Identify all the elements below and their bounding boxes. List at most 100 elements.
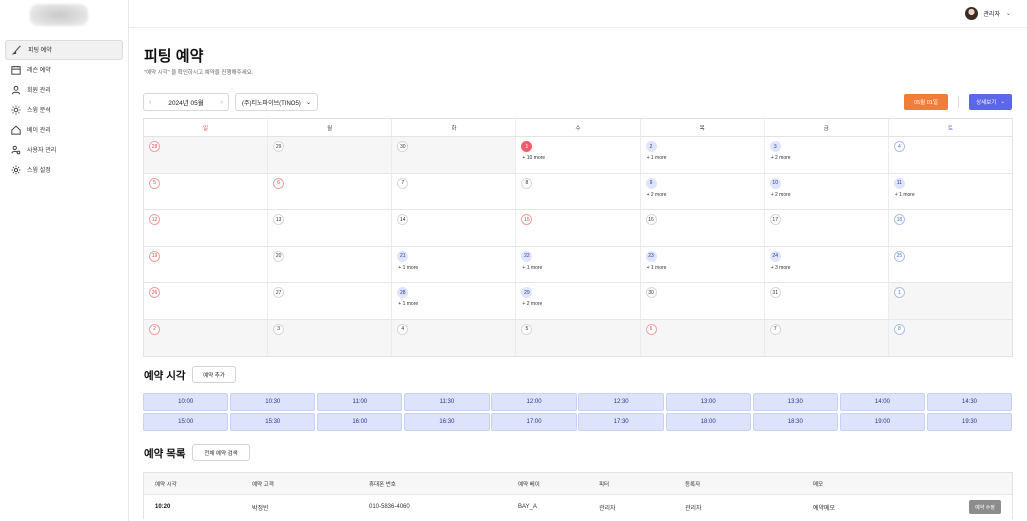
day-number[interactable]: 4 bbox=[893, 141, 905, 152]
store-select[interactable]: (주)티노파이브(TINO5) ⌄ bbox=[235, 93, 318, 111]
calendar-day-cell[interactable]: 11 + 1 more bbox=[889, 174, 1012, 210]
sidebar-item-6[interactable]: 사용자 관리 bbox=[5, 140, 123, 160]
more-reservations-link[interactable]: + 1 more bbox=[646, 264, 667, 271]
day-number[interactable]: 4 bbox=[397, 323, 409, 335]
time-slot-button[interactable]: 19:30 bbox=[926, 413, 1013, 431]
more-reservations-link[interactable]: + 1 more bbox=[398, 301, 419, 307]
calendar-day-cell[interactable]: 21 + 1 more bbox=[392, 246, 517, 282]
calendar-day-cell[interactable]: 26 bbox=[144, 283, 269, 319]
time-slot-button[interactable]: 11:00 bbox=[317, 393, 403, 411]
more-reservations-link[interactable]: + 2 more bbox=[770, 155, 791, 161]
day-number[interactable]: 3 bbox=[273, 323, 285, 335]
time-slot-button[interactable]: 14:00 bbox=[839, 393, 926, 411]
calendar-day-cell[interactable]: 7 bbox=[764, 319, 889, 356]
more-reservations-link[interactable]: + 2 more bbox=[522, 301, 543, 307]
more-reservations-link[interactable]: + 1 more bbox=[398, 264, 419, 271]
day-number[interactable]: 30 bbox=[645, 287, 657, 298]
day-number[interactable]: 24 bbox=[769, 250, 781, 262]
prev-month-icon[interactable]: ‹ bbox=[149, 98, 152, 106]
calendar-day-cell[interactable]: 31 bbox=[765, 283, 889, 319]
sidebar-item-7[interactable]: 스윙 설정 bbox=[5, 160, 123, 180]
day-number[interactable]: 14 bbox=[397, 214, 409, 225]
calendar-day-cell[interactable]: 4 bbox=[392, 319, 517, 356]
time-slot-button[interactable]: 12:00 bbox=[491, 393, 577, 411]
day-number[interactable]: 2 bbox=[645, 141, 657, 152]
day-number[interactable]: 5 bbox=[521, 323, 533, 335]
day-number[interactable]: 5 bbox=[149, 177, 160, 189]
calendar-day-cell[interactable]: 16 bbox=[641, 210, 765, 246]
day-number[interactable]: 8 bbox=[521, 177, 533, 189]
time-slot-button[interactable]: 16:30 bbox=[404, 413, 490, 431]
calendar-day-cell[interactable]: 6 bbox=[640, 319, 765, 356]
more-reservations-link[interactable]: + 10 more bbox=[522, 155, 546, 161]
more-reservations-link[interactable]: + 1 more bbox=[522, 264, 543, 271]
calendar-day-cell[interactable]: 22 + 1 more bbox=[516, 246, 641, 282]
next-month-icon[interactable]: › bbox=[220, 98, 223, 106]
calendar-day-cell[interactable]: 15 bbox=[516, 210, 641, 246]
day-number[interactable]: 29 bbox=[521, 287, 533, 298]
day-number[interactable]: 1 bbox=[893, 287, 905, 298]
calendar-day-cell[interactable]: 28 bbox=[144, 137, 269, 173]
calendar-day-cell[interactable]: 1 bbox=[888, 283, 1012, 319]
day-number[interactable]: 10 bbox=[769, 177, 781, 189]
calendar-day-cell[interactable]: 28 + 1 more bbox=[392, 283, 517, 319]
calendar-day-cell[interactable]: 7 bbox=[392, 173, 517, 209]
add-reservation-button[interactable]: 예약 추가 bbox=[192, 366, 236, 383]
day-number[interactable]: 31 bbox=[769, 287, 781, 298]
more-reservations-link[interactable]: + 2 more bbox=[646, 191, 667, 198]
time-slot-button[interactable]: 11:30 bbox=[404, 393, 490, 411]
calendar-day-cell[interactable]: 19 bbox=[144, 246, 269, 282]
day-number[interactable]: 1 bbox=[521, 141, 533, 152]
day-number[interactable]: 13 bbox=[273, 214, 285, 225]
day-number[interactable]: 26 bbox=[149, 287, 160, 298]
user-menu[interactable]: 관리자 ⌄ bbox=[965, 7, 1011, 20]
calendar-day-cell[interactable]: 3 + 2 more bbox=[765, 137, 889, 173]
sidebar-item-4[interactable]: 스윙 분석 bbox=[5, 100, 123, 120]
time-slot-button[interactable]: 10:00 bbox=[143, 393, 229, 411]
calendar-day-cell[interactable]: 1 + 10 more bbox=[516, 137, 641, 173]
day-number[interactable]: 12 bbox=[149, 214, 160, 225]
calendar-day-cell[interactable]: 3 bbox=[268, 319, 393, 356]
day-number[interactable]: 19 bbox=[149, 250, 160, 262]
calendar-day-cell[interactable]: 27 bbox=[268, 283, 393, 319]
calendar-day-cell[interactable]: 2 bbox=[144, 319, 269, 356]
calendar-day-cell[interactable]: 8 bbox=[516, 173, 641, 209]
day-number[interactable]: 6 bbox=[273, 177, 285, 189]
day-number[interactable]: 28 bbox=[397, 287, 409, 298]
time-slot-button[interactable]: 13:00 bbox=[665, 393, 751, 411]
time-slot-button[interactable]: 17:00 bbox=[491, 413, 577, 431]
calendar-day-cell[interactable]: 13 bbox=[268, 210, 393, 246]
calendar-day-cell[interactable]: 12 bbox=[144, 210, 269, 246]
time-slot-button[interactable]: 16:00 bbox=[317, 413, 403, 431]
calendar-day-cell[interactable]: 5 bbox=[516, 319, 641, 356]
calendar-day-cell[interactable]: 24 + 3 more bbox=[765, 246, 889, 282]
day-number[interactable]: 15 bbox=[521, 214, 533, 225]
time-slot-button[interactable]: 15:30 bbox=[230, 413, 316, 431]
day-number[interactable]: 25 bbox=[893, 250, 905, 262]
calendar-day-cell[interactable]: 30 bbox=[392, 137, 517, 173]
day-number[interactable]: 29 bbox=[273, 141, 285, 152]
calendar-day-cell[interactable]: 8 bbox=[888, 319, 1012, 356]
brand-logo[interactable] bbox=[30, 4, 88, 26]
day-number[interactable]: 3 bbox=[769, 141, 781, 152]
day-number[interactable]: 23 bbox=[645, 250, 657, 262]
detail-button[interactable]: 상세보기 ⌄ bbox=[969, 94, 1012, 110]
day-number[interactable]: 22 bbox=[521, 250, 533, 262]
time-slot-button[interactable]: 19:00 bbox=[839, 413, 926, 431]
calendar-day-cell[interactable]: 25 bbox=[889, 247, 1012, 283]
calendar-day-cell[interactable]: 18 bbox=[889, 210, 1012, 246]
calendar-day-cell[interactable]: 6 bbox=[268, 173, 393, 209]
time-slot-button[interactable]: 13:30 bbox=[752, 393, 838, 411]
day-number[interactable]: 28 bbox=[149, 141, 160, 152]
more-reservations-link[interactable]: + 1 more bbox=[646, 155, 667, 161]
time-slot-button[interactable]: 12:30 bbox=[578, 393, 664, 411]
day-number[interactable]: 21 bbox=[397, 250, 409, 262]
day-number[interactable]: 30 bbox=[397, 141, 409, 152]
day-number[interactable]: 16 bbox=[645, 214, 657, 225]
sidebar-item-5[interactable]: 베이 관리 bbox=[5, 120, 123, 140]
calendar-day-cell[interactable]: 14 bbox=[392, 210, 517, 246]
day-number[interactable]: 2 bbox=[149, 323, 160, 335]
calendar-day-cell[interactable]: 2 + 1 more bbox=[641, 137, 765, 173]
time-slot-button[interactable]: 18:30 bbox=[752, 413, 838, 431]
day-number[interactable]: 11 bbox=[893, 177, 905, 189]
